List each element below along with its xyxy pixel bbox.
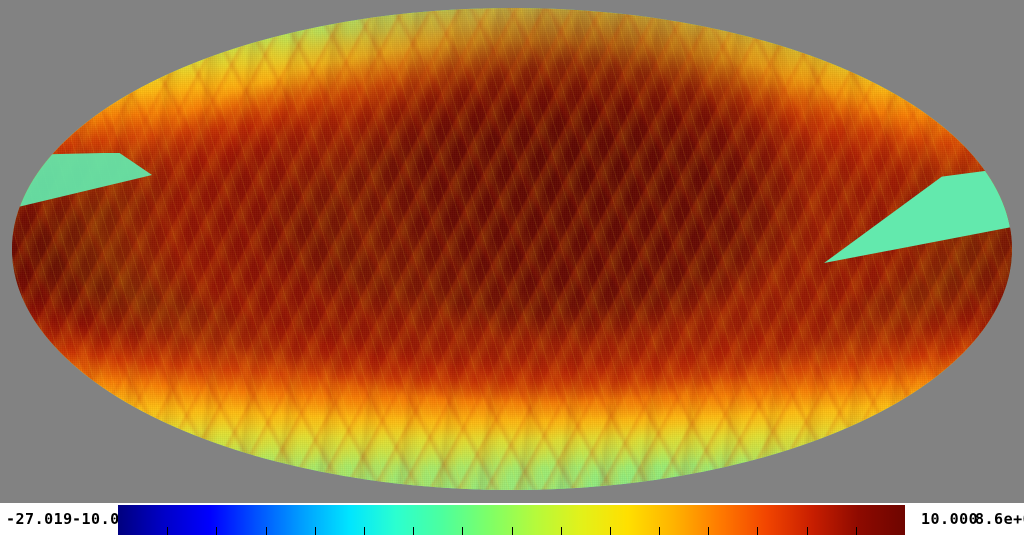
colorbar-tick (855, 527, 857, 535)
colorbar-gradient[interactable] (118, 505, 905, 535)
colorbar-tick (216, 527, 218, 535)
mollweide-projection-ellipse (12, 8, 1012, 490)
colorbar-tick (659, 527, 661, 535)
colorbar-display-max-label: 10.000 (921, 510, 979, 528)
colorbar-data-min-label: -27.019 (6, 510, 73, 528)
colorbar-tick (708, 527, 710, 535)
colorbar-tick (363, 527, 365, 535)
colorbar-tick (413, 527, 415, 535)
colorbar-tick (609, 527, 611, 535)
colorbar-tick (265, 527, 267, 535)
colorbar-tick (806, 527, 808, 535)
colorbar-tick (757, 527, 759, 535)
colorbar-data-max-label: 8.6e+03 (975, 510, 1024, 528)
colorbar-tick (462, 527, 464, 535)
colorbar-tick (560, 527, 562, 535)
all-sky-map[interactable] (0, 0, 1024, 497)
colorbar-tick (314, 527, 316, 535)
colorbar-tick (167, 527, 169, 535)
colorbar-tick (511, 527, 513, 535)
